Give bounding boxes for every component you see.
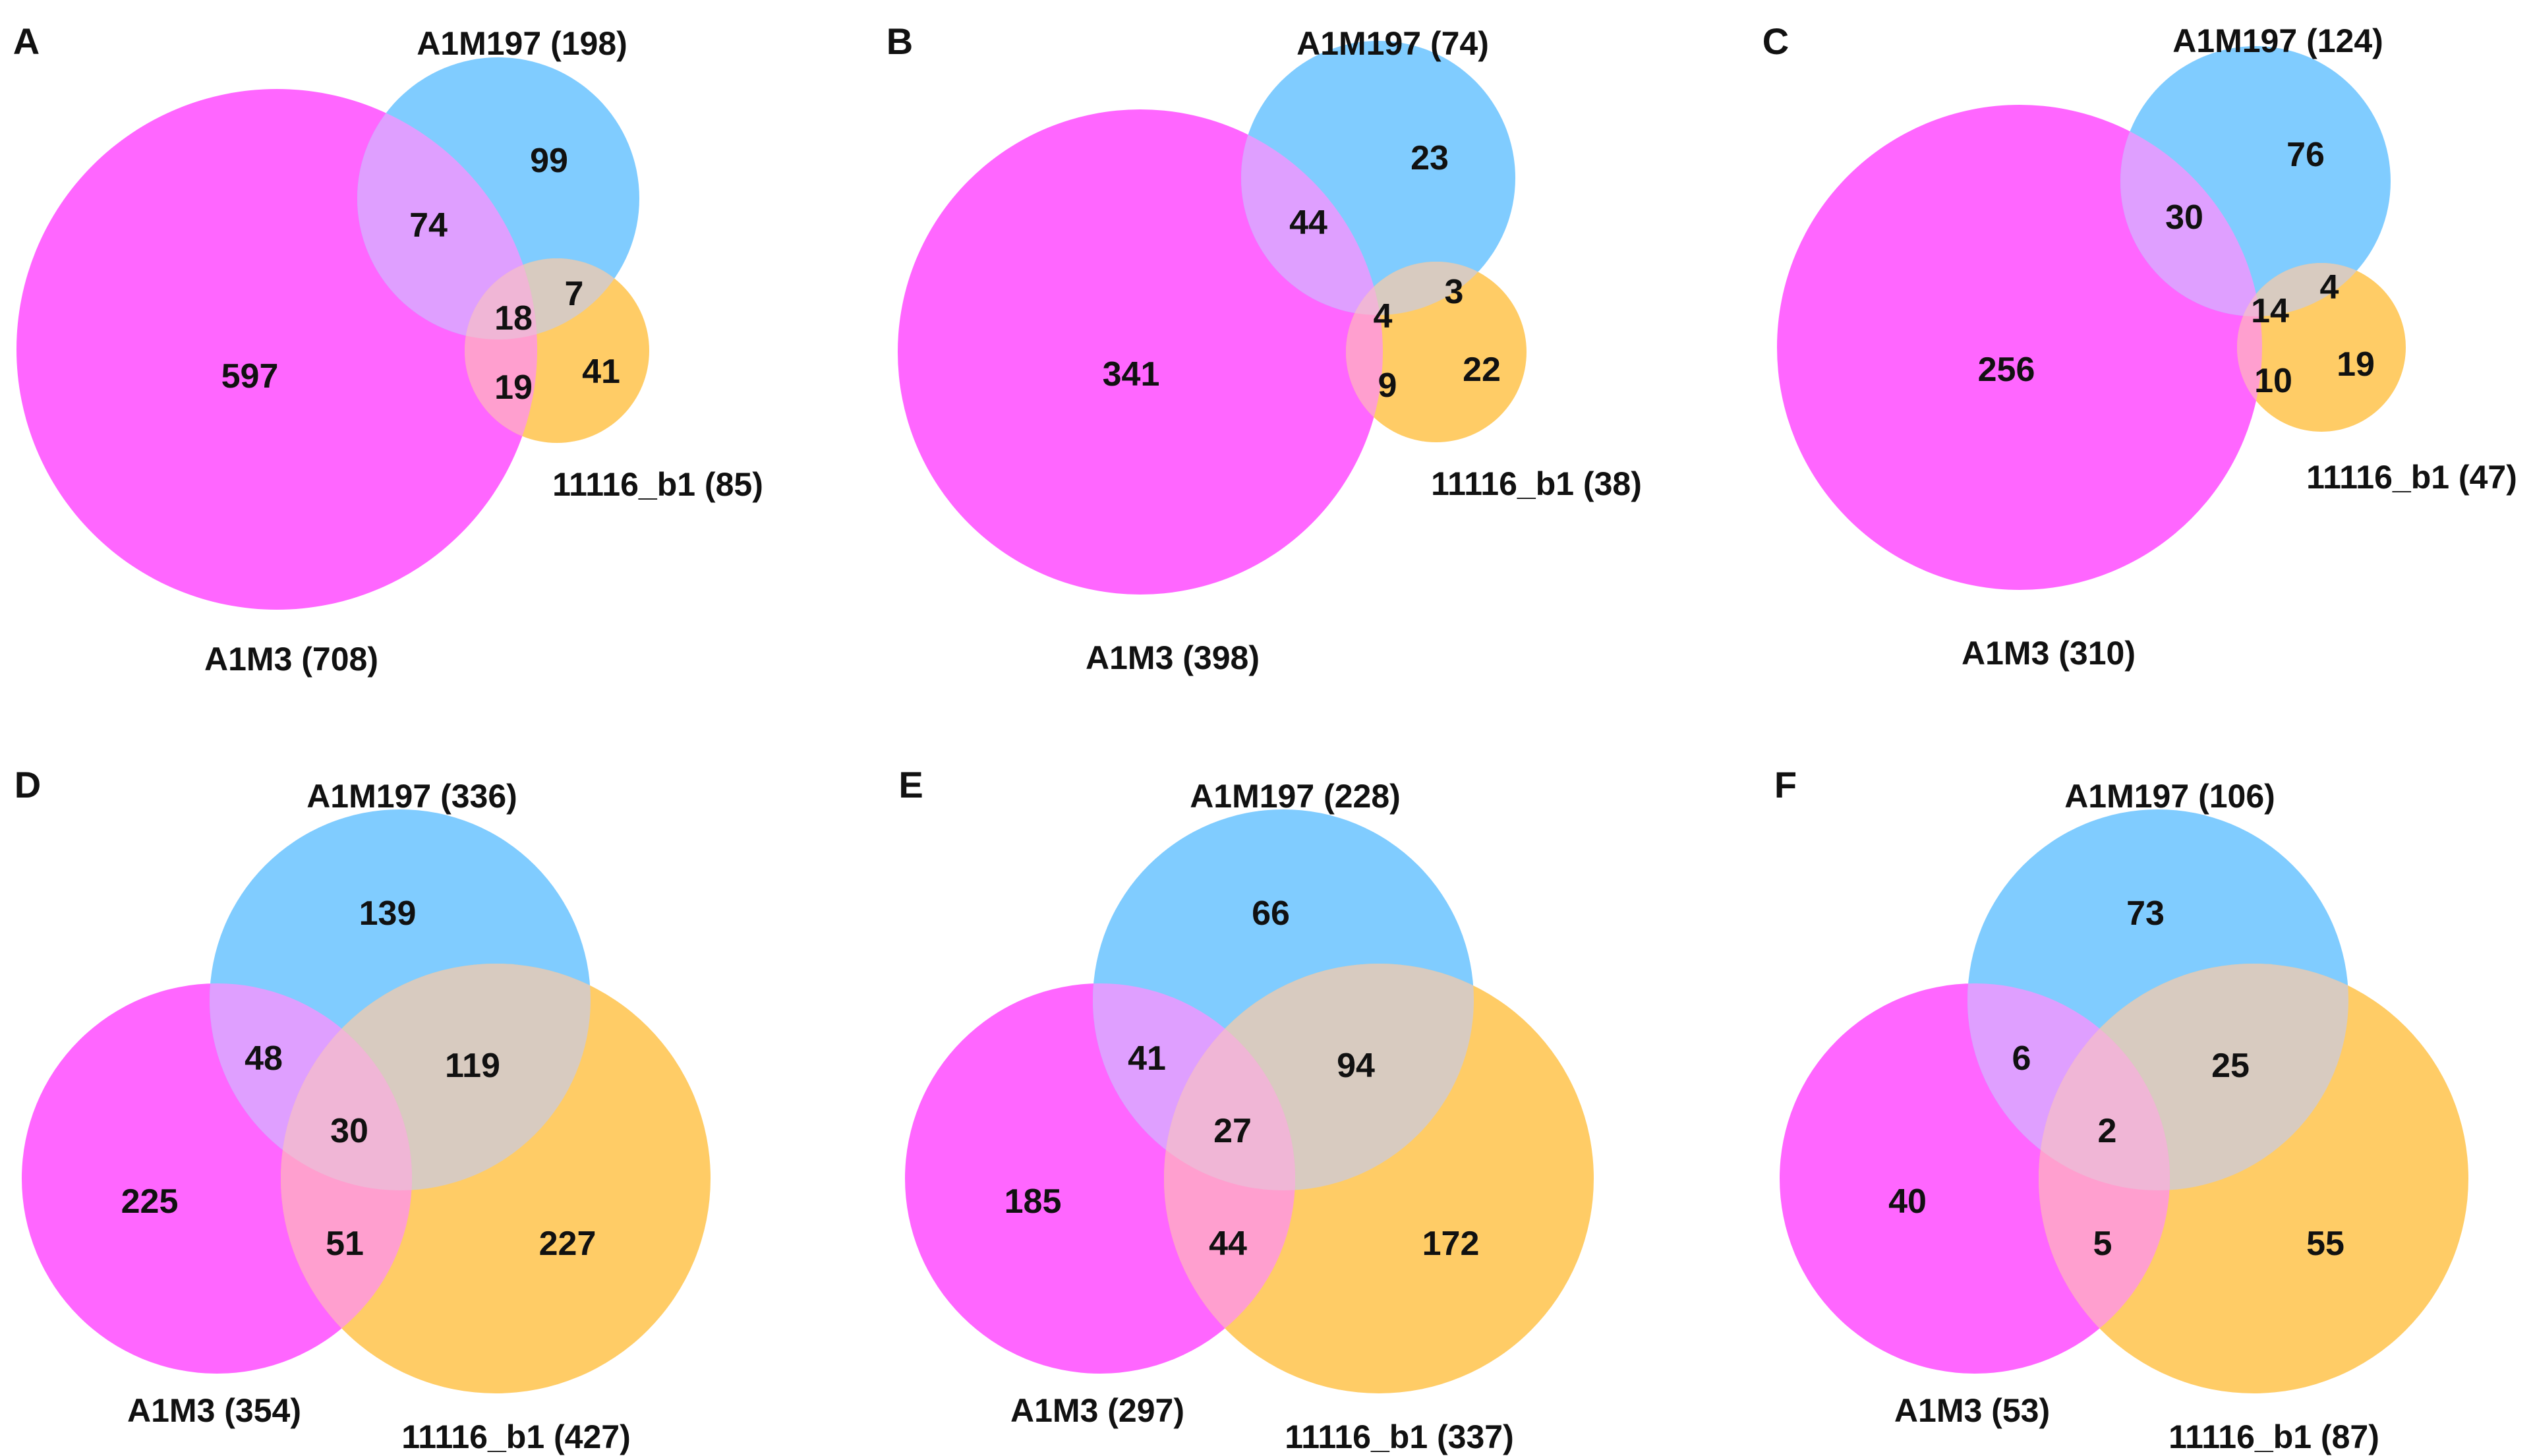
set-a1m3-label: A1M3 (398) <box>1086 639 1260 676</box>
region-count-a-only: 341 <box>1103 355 1160 393</box>
region-count-ab: 44 <box>1289 204 1327 242</box>
region-count-abc: 30 <box>330 1112 368 1150</box>
overlap-ab <box>2120 105 2262 316</box>
set-a1m197-label: A1M197 (124) <box>2172 22 2383 59</box>
region-count-bc: 25 <box>2211 1047 2250 1085</box>
region-count-bc: 94 <box>1337 1047 1375 1085</box>
region-count-ac: 10 <box>2254 362 2292 400</box>
region-count-ac: 51 <box>326 1225 364 1263</box>
region-count-b-only: 76 <box>2286 136 2325 174</box>
region-count-a-only: 185 <box>1004 1182 1062 1221</box>
panel-letter: E <box>898 764 923 805</box>
set-11116-b1-label: 11116_b1 (337) <box>1285 1418 1514 1455</box>
region-count-ab: 41 <box>1128 1039 1166 1078</box>
region-count-c-only: 41 <box>582 353 620 391</box>
venn-panel-d: D A1M3 (354) A1M197 (336) 11116_b1 (427) 225… <box>15 764 711 1455</box>
set-11116-b1-label: 11116_b1 (427) <box>401 1418 631 1455</box>
overlap-abc <box>281 983 412 1190</box>
set-11116-b1-label: 11116_b1 (38) <box>1431 465 1642 502</box>
panel-letter: D <box>15 764 41 805</box>
set-a1m3-label: A1M3 (297) <box>1010 1392 1184 1429</box>
venn-panel-f: F A1M3 (53) A1M197 (106) 11116_b1 (87) 40 73 5… <box>1774 764 2468 1455</box>
region-count-ac: 44 <box>1209 1225 1247 1263</box>
set-a1m197-label: A1M197 (74) <box>1296 25 1489 62</box>
region-count-c-only: 22 <box>1463 351 1501 389</box>
region-count-b-only: 66 <box>1252 894 1290 933</box>
region-count-b-only: 99 <box>530 142 568 180</box>
region-count-ab: 30 <box>2165 198 2203 237</box>
region-count-c-only: 172 <box>1422 1225 1480 1263</box>
region-count-b-only: 73 <box>2126 894 2165 933</box>
region-count-abc: 18 <box>494 299 533 337</box>
set-a1m3-label: A1M3 (708) <box>204 641 378 678</box>
panel-letter: B <box>887 20 913 62</box>
region-count-a-only: 597 <box>221 357 279 395</box>
region-count-bc: 119 <box>445 1047 500 1085</box>
region-count-abc: 4 <box>1374 297 1393 335</box>
region-count-ab: 74 <box>409 206 448 245</box>
panel-letter: A <box>13 20 40 62</box>
set-a1m3-label: A1M3 (53) <box>1894 1392 2050 1429</box>
region-count-a-only: 225 <box>121 1182 179 1221</box>
venn-panel-c: C A1M3 (310) A1M197 (124) 11116_b1 (47) 256 7… <box>1762 20 2517 672</box>
region-count-bc: 4 <box>2320 268 2339 306</box>
venn-panel-a: A A1M3 (708) A1M197 (198) 11116_b1 (85) 597 9… <box>13 20 763 678</box>
region-count-abc: 27 <box>1213 1112 1252 1150</box>
set-a1m197-label: A1M197 (228) <box>1190 778 1401 815</box>
region-count-ac: 9 <box>1378 366 1397 405</box>
region-count-a-only: 40 <box>1888 1182 1927 1221</box>
region-count-b-only: 23 <box>1411 139 1449 177</box>
region-count-c-only: 55 <box>2306 1225 2344 1263</box>
set-11116-b1-label: 11116_b1 (47) <box>2306 459 2517 496</box>
region-count-abc: 2 <box>2098 1112 2117 1150</box>
region-count-abc: 14 <box>2251 292 2289 330</box>
overlap-ab <box>357 89 537 339</box>
set-11116-b1-label: 11116_b1 (87) <box>2169 1418 2379 1455</box>
panel-letter: C <box>1762 20 1789 62</box>
set-11116-b1-label: 11116_b1 (85) <box>552 466 763 503</box>
overlap-ab <box>1241 109 1383 315</box>
region-count-c-only: 227 <box>539 1225 597 1263</box>
overlap-abc <box>2039 983 2170 1190</box>
region-count-bc: 7 <box>565 275 584 313</box>
venn-panel-e: E A1M3 (297) A1M197 (228) 11116_b1 (337) 185… <box>898 764 1594 1455</box>
set-a1m3-label: A1M3 (354) <box>127 1392 301 1429</box>
region-count-ab: 48 <box>245 1039 283 1078</box>
venn-panel-b: B A1M3 (398) A1M197 (74) 11116_b1 (38) 341 23… <box>887 20 1642 676</box>
region-count-ac: 19 <box>494 368 533 407</box>
region-count-bc: 3 <box>1445 273 1464 311</box>
region-count-c-only: 19 <box>2337 345 2375 384</box>
region-count-ab: 6 <box>2012 1039 2031 1078</box>
panel-letter: F <box>1774 764 1797 805</box>
region-count-b-only: 139 <box>359 894 417 933</box>
overlap-bc <box>465 258 639 339</box>
region-count-ac: 5 <box>2093 1225 2112 1263</box>
set-a1m197-label: A1M197 (336) <box>306 778 517 815</box>
set-a1m197-label: A1M197 (106) <box>2064 778 2275 815</box>
overlap-abc <box>1164 983 1295 1190</box>
set-a1m197-label: A1M197 (198) <box>417 25 627 62</box>
set-a1m3-label: A1M3 (310) <box>1962 635 2136 672</box>
region-count-a-only: 256 <box>1978 351 2035 389</box>
